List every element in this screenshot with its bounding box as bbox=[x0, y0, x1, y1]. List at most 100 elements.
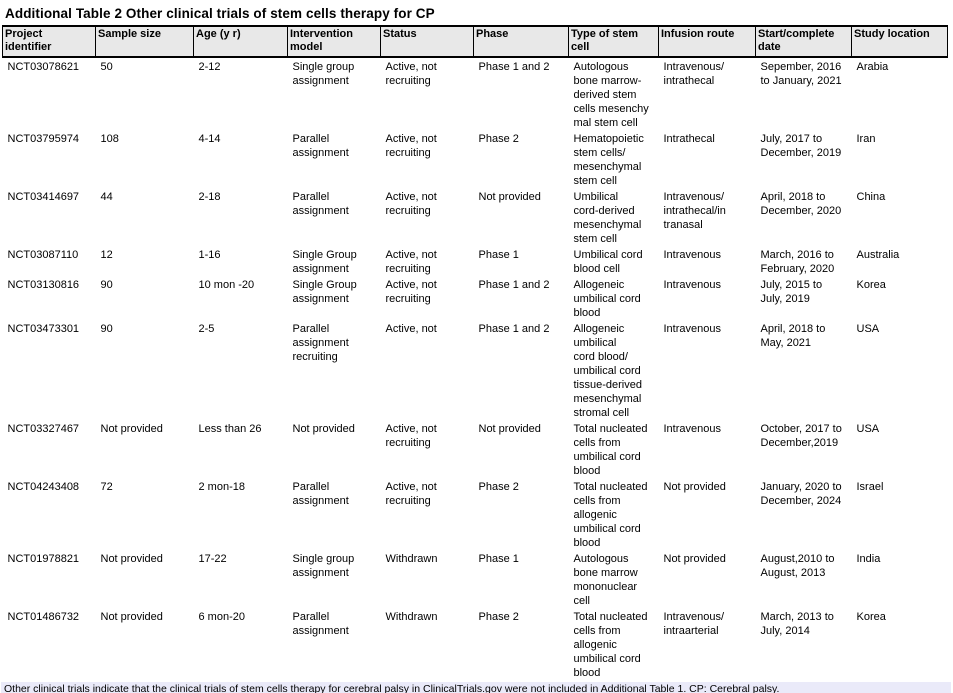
table-cell: March, 2013 to July, 2014 bbox=[760, 611, 834, 637]
table-row: NCT03087110 12 1-16 Single Group assignment… bbox=[3, 246, 948, 276]
table-cell: Total nucleated cells from allogenic umb… bbox=[573, 481, 648, 549]
table-cell: Parallel assignment bbox=[292, 611, 349, 637]
column-header-phase: Phase bbox=[473, 25, 569, 58]
table-cell: July, 2015 to July, 2019 bbox=[760, 279, 823, 305]
table-cell: NCT03414697 bbox=[7, 191, 80, 203]
table-header-row: Project identifier Sample size Age (y r)… bbox=[2, 25, 948, 58]
table-cell: 108 bbox=[100, 133, 119, 145]
table-cell: Umbilical cord-derived mesenchymal stem … bbox=[573, 191, 642, 245]
table-cell: Intravenous bbox=[663, 279, 721, 291]
table-cell: Phase 1 and 2 bbox=[478, 279, 550, 291]
table-cell: Phase 2 bbox=[478, 481, 519, 493]
table-cell: Intravenous bbox=[663, 423, 721, 435]
table-row: NCT03414697 44 2-18 Parallel assignment Acti… bbox=[3, 188, 948, 246]
table-cell: Australia bbox=[856, 249, 900, 261]
column-header-age: Age (y r) bbox=[193, 25, 288, 58]
table-cell: Parallel assignment bbox=[292, 481, 349, 507]
table-cell: Not provided bbox=[292, 423, 355, 435]
table-row: NCT03130816 90 10 mon -20 Single Group assi… bbox=[3, 276, 948, 320]
table-cell: India bbox=[856, 553, 881, 565]
table-cell: Allogeneic umbilical cord blood bbox=[573, 279, 641, 319]
table-cell: 17-22 bbox=[198, 553, 227, 565]
table-row: NCT01978821 Not provided 17-22 Single group… bbox=[3, 550, 948, 608]
table-cell: USA bbox=[856, 423, 880, 435]
table-cell: Arabia bbox=[856, 61, 889, 73]
table-cell: 2 mon-18 bbox=[198, 481, 245, 493]
table-cell: Allogeneic umbilical cord blood/ umbilic… bbox=[573, 323, 642, 419]
table-cell: 90 bbox=[100, 279, 113, 291]
table-cell: Active, not bbox=[385, 323, 437, 335]
table-cell: Parallel assignment bbox=[292, 191, 349, 217]
table-cell: Less than 26 bbox=[198, 423, 262, 435]
table-cell: Intravenous/ intrathecal bbox=[663, 61, 725, 87]
table-cell: 12 bbox=[100, 249, 113, 261]
table-cell: Single group assignment bbox=[292, 553, 355, 579]
table-cell: Total nucleated cells from allogenic umb… bbox=[573, 611, 648, 679]
table-cell: Autologous bone marrow mononuclear cell bbox=[573, 553, 638, 607]
table-cell: 50 bbox=[100, 61, 113, 73]
table-cell: Sepember, 2016 to January, 2021 bbox=[760, 61, 842, 87]
column-header-status: Status bbox=[380, 25, 474, 58]
column-header-start-complete-date: Start/complete date bbox=[755, 25, 852, 58]
table-cell: NCT01486732 bbox=[7, 611, 80, 623]
table-cell: NCT04243408 bbox=[7, 481, 80, 493]
table-cell: April, 2018 to May, 2021 bbox=[760, 323, 826, 349]
table-cell: Phase 1 and 2 bbox=[478, 323, 550, 335]
table-row: NCT03473301 90 2-5 Parallel assignment recr… bbox=[3, 320, 948, 420]
table-cell: NCT03795974 bbox=[7, 133, 80, 145]
table-cell: Intrathecal bbox=[663, 133, 715, 145]
table-cell: Phase 2 bbox=[478, 133, 519, 145]
table-cell: Not provided bbox=[100, 553, 163, 565]
table-cell: 10 mon -20 bbox=[198, 279, 255, 291]
table-cell: Single group assignment bbox=[292, 61, 355, 87]
table-cell: Not provided bbox=[478, 191, 541, 203]
table-cell: 44 bbox=[100, 191, 113, 203]
table-cell: China bbox=[856, 191, 886, 203]
table-row: NCT04243408 72 2 mon-18 Parallel assignment… bbox=[3, 478, 948, 550]
table-cell: Single Group assignment bbox=[292, 249, 357, 275]
table-cell: Total nucleated cells from umbilical cor… bbox=[573, 423, 648, 477]
table-cell: NCT03087110 bbox=[7, 249, 79, 261]
table-header: Project identifier Sample size Age (y r)… bbox=[2, 25, 948, 58]
table-body: NCT03078621 50 2-12 Single group assignment… bbox=[3, 57, 948, 680]
table-cell: Not provided bbox=[100, 423, 163, 435]
table-cell: NCT03473301 bbox=[7, 323, 80, 335]
column-header-project-identifier: Project identifier bbox=[2, 25, 96, 58]
table-cell: Not provided bbox=[663, 481, 726, 493]
table-cell: Hematopoietic stem cells/ mesenchymal st… bbox=[573, 133, 644, 187]
table-cell: 2-18 bbox=[198, 191, 221, 203]
table-cell: Withdrawn bbox=[385, 611, 438, 623]
table-cell: Israel bbox=[856, 481, 884, 493]
table-cell: 72 bbox=[100, 481, 113, 493]
table-cell: Active, not recruiting bbox=[385, 191, 437, 217]
table-cell: April, 2018 to December, 2020 bbox=[760, 191, 842, 217]
table-cell: 6 mon-20 bbox=[198, 611, 245, 623]
table-cell: Parallel assignment recruiting bbox=[292, 323, 349, 363]
clinical-trials-table: Project identifier Sample size Age (y r)… bbox=[2, 25, 948, 680]
table-cell: August,2010 to August, 2013 bbox=[760, 553, 835, 579]
table-cell: Intravenous bbox=[663, 249, 721, 261]
table-cell: NCT01978821 bbox=[7, 553, 80, 565]
table-cell: NCT03130816 bbox=[7, 279, 80, 291]
table-cell: Korea bbox=[856, 279, 886, 291]
table-cell: Phase 2 bbox=[478, 611, 519, 623]
table-cell: Autologous bone marrow- derived stem cel… bbox=[573, 61, 649, 129]
table-cell: Not provided bbox=[663, 553, 726, 565]
table-cell: Intravenous bbox=[663, 323, 721, 335]
table-cell: 1-16 bbox=[198, 249, 221, 261]
table-cell: 2-5 bbox=[198, 323, 215, 335]
table-cell: Phase 1 bbox=[478, 249, 519, 261]
table-cell: Active, not recruiting bbox=[385, 249, 437, 275]
column-header-sample-size: Sample size bbox=[95, 25, 194, 58]
column-header-infusion-route: Infusion route bbox=[658, 25, 756, 58]
table-row: NCT01486732 Not provided 6 mon-20 Parallel … bbox=[3, 608, 948, 680]
table-cell: Intravenous/ intrathecal/in tranasal bbox=[663, 191, 726, 231]
table-cell: Withdrawn bbox=[385, 553, 438, 565]
table-cell: Active, not recruiting bbox=[385, 61, 437, 87]
table-row: NCT03795974 108 4-14 Parallel assignment Act… bbox=[3, 130, 948, 188]
table-cell: Phase 1 and 2 bbox=[478, 61, 550, 73]
table-cell: USA bbox=[856, 323, 880, 335]
table-cell: Active, not recruiting bbox=[385, 279, 437, 305]
table-cell: July, 2017 to December, 2019 bbox=[760, 133, 842, 159]
